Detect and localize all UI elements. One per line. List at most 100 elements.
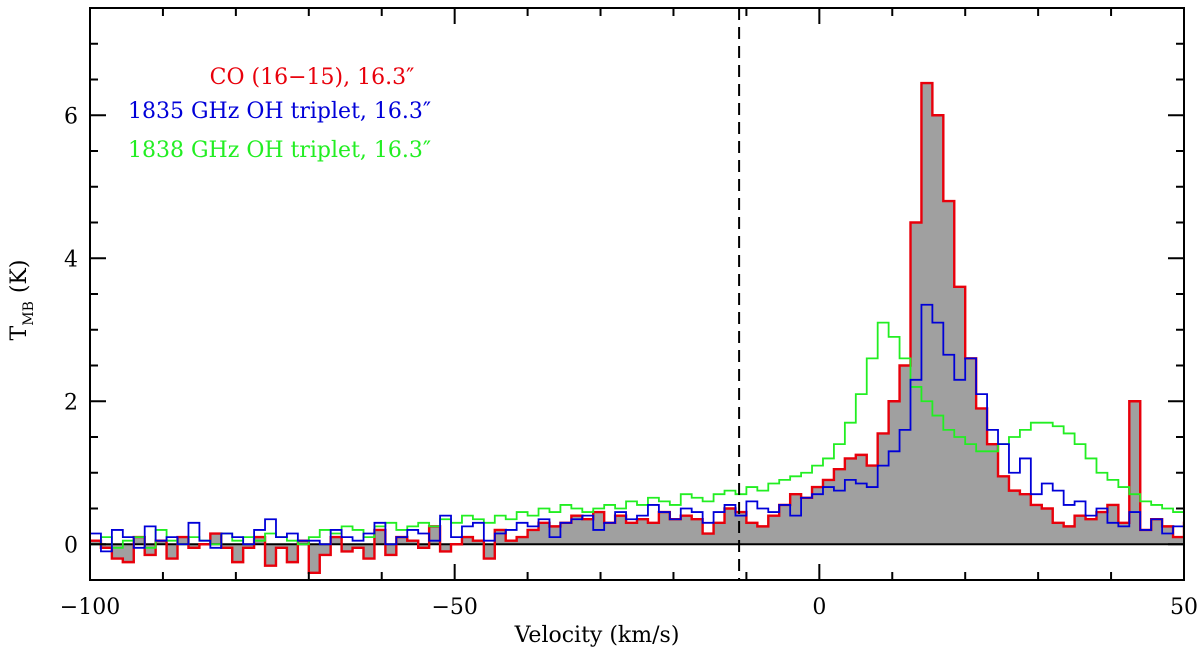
y-tick-label: 2 bbox=[64, 390, 78, 415]
co-bar bbox=[385, 544, 397, 555]
co-bar bbox=[1074, 515, 1086, 545]
co-bar bbox=[90, 540, 102, 545]
co-bar bbox=[1184, 523, 1195, 544]
legend: CO (16−15), 16.3″ 1835 GHz OH triplet, 16… bbox=[128, 65, 431, 163]
co-bar bbox=[1140, 529, 1152, 545]
co-bar bbox=[1129, 401, 1141, 545]
axis-labels: −100 −50 0 50 0 2 4 6 Velocity (km/s) TMB (K) bbox=[7, 104, 1198, 648]
co-bar bbox=[626, 522, 638, 545]
y-axis-title-main: T bbox=[7, 325, 32, 340]
co-bar bbox=[866, 465, 879, 545]
co-bar bbox=[1008, 490, 1021, 545]
co-bar bbox=[352, 544, 364, 548]
co-bar bbox=[1151, 519, 1163, 545]
series-line-0 bbox=[90, 81, 1184, 575]
co-bar bbox=[1096, 512, 1108, 545]
y-tick-label: 4 bbox=[64, 247, 78, 272]
co-bar bbox=[144, 544, 157, 555]
co-bar bbox=[932, 115, 944, 545]
co-bar bbox=[265, 544, 277, 566]
co-bar bbox=[1041, 508, 1054, 545]
co-bar bbox=[855, 454, 868, 545]
co-bar bbox=[965, 358, 977, 545]
y-axis-title: TMB (K) bbox=[7, 260, 37, 341]
legend-entry-2: 1838 GHz OH triplet, 16.3″ bbox=[128, 138, 431, 163]
co-bar bbox=[593, 512, 605, 545]
co-bar bbox=[177, 537, 189, 545]
x-tick-label: −100 bbox=[60, 595, 120, 620]
co-bar bbox=[1019, 494, 1032, 545]
co-bar bbox=[746, 522, 758, 545]
co-bar bbox=[483, 544, 496, 559]
co-bar bbox=[440, 544, 452, 552]
co-bar bbox=[308, 544, 321, 573]
co-bar bbox=[910, 222, 922, 545]
x-tick-label: −50 bbox=[431, 595, 477, 620]
co-bar bbox=[680, 515, 693, 545]
co-bar bbox=[976, 408, 988, 545]
co-bar bbox=[899, 365, 911, 545]
y-tick-label: 6 bbox=[64, 104, 78, 129]
co-bar bbox=[243, 544, 255, 548]
co-bar bbox=[1085, 519, 1097, 545]
co-bar bbox=[801, 497, 813, 545]
y-tick-label: 0 bbox=[64, 533, 78, 558]
co-bar bbox=[571, 515, 583, 545]
co-bar bbox=[341, 544, 353, 552]
co-bar bbox=[133, 537, 146, 545]
series-line-1 bbox=[90, 303, 1184, 553]
co-bar bbox=[943, 201, 955, 545]
co-bar bbox=[954, 286, 966, 545]
co-bar bbox=[604, 522, 616, 545]
co-bar bbox=[100, 544, 113, 548]
co-bar bbox=[1195, 537, 1200, 544]
co-bar bbox=[319, 544, 332, 555]
co-bar bbox=[374, 529, 386, 545]
co-bar bbox=[822, 479, 835, 545]
co-bar bbox=[768, 515, 780, 545]
co-bar bbox=[418, 544, 430, 548]
co-bar bbox=[407, 540, 419, 545]
co-bar bbox=[987, 444, 999, 545]
co-bar bbox=[1173, 537, 1184, 545]
co-bar bbox=[1030, 504, 1043, 545]
co-bar bbox=[921, 83, 933, 545]
co-bar bbox=[1162, 526, 1174, 545]
co-bar bbox=[111, 544, 124, 559]
y-axis-title-sub: MB bbox=[21, 301, 37, 326]
co-bar bbox=[297, 540, 310, 545]
axes bbox=[89, 7, 1185, 581]
co-bar bbox=[188, 544, 200, 548]
co-bar bbox=[582, 519, 594, 545]
co-bar bbox=[461, 537, 474, 545]
co-bar bbox=[1052, 522, 1065, 545]
co-bar bbox=[527, 529, 539, 545]
co-bar bbox=[516, 537, 528, 545]
x-axis-title: Velocity (km/s) bbox=[514, 623, 680, 648]
co-bar bbox=[637, 519, 649, 545]
y-axis-title-unit: (K) bbox=[7, 260, 32, 294]
co-bar bbox=[647, 522, 660, 545]
co-bar bbox=[790, 494, 802, 545]
co-bar bbox=[286, 544, 299, 563]
co-bar bbox=[166, 544, 178, 559]
co-bar bbox=[812, 487, 824, 545]
co-bar bbox=[833, 469, 846, 545]
co-bar bbox=[615, 515, 627, 545]
co-bar bbox=[429, 526, 441, 545]
x-tick-label: 50 bbox=[1170, 595, 1198, 620]
co-bar bbox=[998, 476, 1010, 545]
co-bar bbox=[396, 537, 408, 545]
co-bar bbox=[560, 522, 572, 545]
co-bar bbox=[724, 508, 736, 545]
co-bar bbox=[210, 533, 222, 545]
co-bar bbox=[888, 401, 900, 545]
series-line-2 bbox=[90, 321, 1184, 549]
co-bar bbox=[669, 519, 682, 545]
co-bar bbox=[363, 544, 375, 559]
co-bar bbox=[735, 512, 747, 545]
co-bar bbox=[155, 540, 167, 545]
co-bar bbox=[122, 544, 135, 563]
co-bar bbox=[691, 519, 704, 545]
